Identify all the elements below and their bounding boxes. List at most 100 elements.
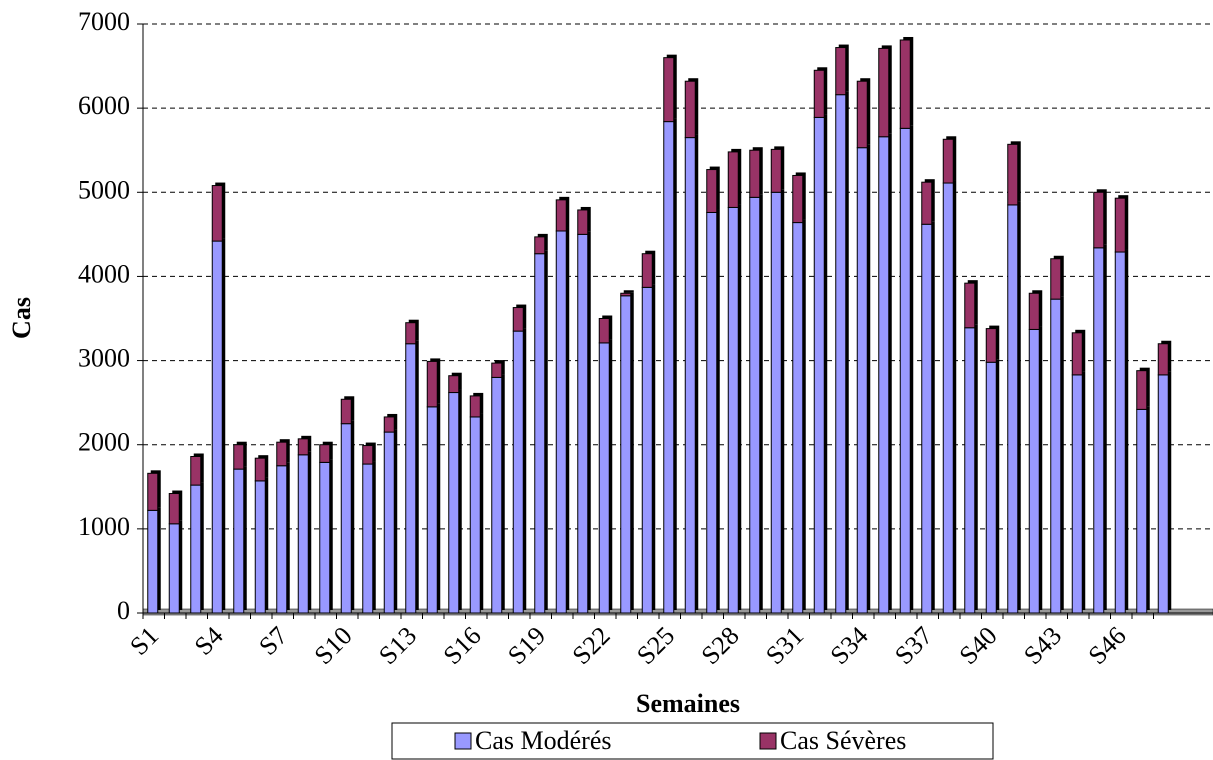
bar-segment [641, 253, 653, 288]
x-tick-label: S37 [889, 621, 938, 670]
bar-segment [942, 182, 954, 614]
bar-segment [706, 211, 718, 614]
bar-segment [835, 94, 847, 614]
bar-segment [856, 147, 868, 614]
bar-segment [491, 376, 503, 614]
y-tick-label: 2000 [78, 428, 130, 457]
bar-segment [426, 360, 438, 408]
bar-segment [426, 406, 438, 614]
y-tick-label: 4000 [78, 259, 130, 288]
bar-segment [469, 395, 481, 418]
bar-segment [1007, 143, 1019, 206]
bar-segment [813, 116, 825, 614]
bar-segment [469, 416, 481, 614]
bar-segment [727, 151, 739, 208]
bar-segment [147, 472, 159, 511]
bar-segment [491, 362, 503, 378]
bar-segment [1157, 374, 1169, 614]
bar-segment [168, 523, 180, 614]
bar-segment [534, 236, 546, 255]
bar-segment [190, 484, 202, 614]
y-tick-label: 5000 [78, 175, 130, 204]
x-tick-label: S7 [253, 621, 293, 661]
bar-segment [190, 455, 202, 486]
bar-segment [878, 136, 890, 614]
bar-segment [340, 423, 352, 614]
x-tick-label: S16 [438, 621, 487, 670]
bar-segment [770, 148, 782, 193]
bar-segment [448, 392, 460, 614]
bar-segment [577, 209, 589, 235]
bar-segment [1114, 197, 1126, 253]
bar-segment [684, 80, 696, 139]
bar-segment [835, 47, 847, 96]
bar-segment [319, 444, 331, 463]
bar-segment [1071, 374, 1083, 614]
x-tick-label: S46 [1083, 621, 1132, 670]
bar-segment [405, 343, 417, 614]
x-tick-label: S1 [124, 621, 164, 661]
bar-segment [1114, 251, 1126, 614]
y-tick-label: 1000 [78, 512, 130, 541]
bar-segment [405, 322, 417, 345]
bar-segment [792, 222, 804, 614]
bar-segment [899, 39, 911, 129]
legend-label: Cas Sévères [780, 726, 906, 755]
bar-segment [706, 169, 718, 213]
bar-segment [297, 438, 309, 456]
bar-segment [276, 441, 288, 467]
bar-segment [942, 138, 954, 184]
bar-segment [147, 509, 159, 614]
bar-segment [534, 253, 546, 614]
x-tick-label: S28 [696, 621, 745, 670]
legend-box [391, 722, 994, 760]
bar-segment [512, 330, 524, 614]
bar-segment [340, 398, 352, 425]
bar-segment [1136, 370, 1148, 410]
bar-segment [813, 69, 825, 118]
bar-segment [555, 230, 567, 614]
bar-segment [254, 480, 266, 614]
x-tick-label: S43 [1018, 621, 1067, 670]
bar-segment [921, 223, 933, 614]
bar-segment [770, 191, 782, 614]
bar-segment [598, 318, 610, 344]
bar-segment [878, 47, 890, 138]
bar-segment [641, 286, 653, 614]
legend-swatch [759, 732, 777, 750]
bar-segment [254, 457, 266, 482]
x-tick-label: S25 [631, 621, 680, 670]
x-tick-label: S19 [502, 621, 551, 670]
bar-segment [211, 185, 223, 242]
bar-segment [964, 327, 976, 614]
bar-segment [620, 292, 632, 297]
x-tick-label: S31 [760, 621, 809, 670]
y-tick-label: 7000 [78, 7, 130, 36]
bar-segment [577, 233, 589, 614]
x-tick-label: S22 [567, 621, 616, 670]
x-tick-label: S13 [373, 621, 422, 670]
bar-segment [749, 149, 761, 198]
bar-segment [1050, 298, 1062, 614]
bar-segment [1093, 191, 1105, 249]
x-axis-title: Semaines [636, 689, 740, 718]
bar-segment [964, 282, 976, 329]
bar-shadow [623, 290, 634, 293]
bar-segment [1028, 292, 1040, 330]
bar-segment [856, 80, 868, 149]
legend-swatch [454, 732, 472, 750]
bar-segment [899, 127, 911, 614]
x-tick-label: S4 [189, 621, 229, 661]
bar-segment [663, 57, 675, 123]
bar-segment [684, 137, 696, 614]
bar-segment [749, 196, 761, 614]
bar-segment [727, 206, 739, 614]
bar-segment [211, 240, 223, 614]
bar-segment [383, 416, 395, 433]
bar-segment [1007, 204, 1019, 614]
bar-segment [620, 295, 632, 614]
legend-label: Cas Modérés [475, 726, 611, 755]
bar-segment [555, 199, 567, 232]
bar-segment [168, 493, 180, 525]
